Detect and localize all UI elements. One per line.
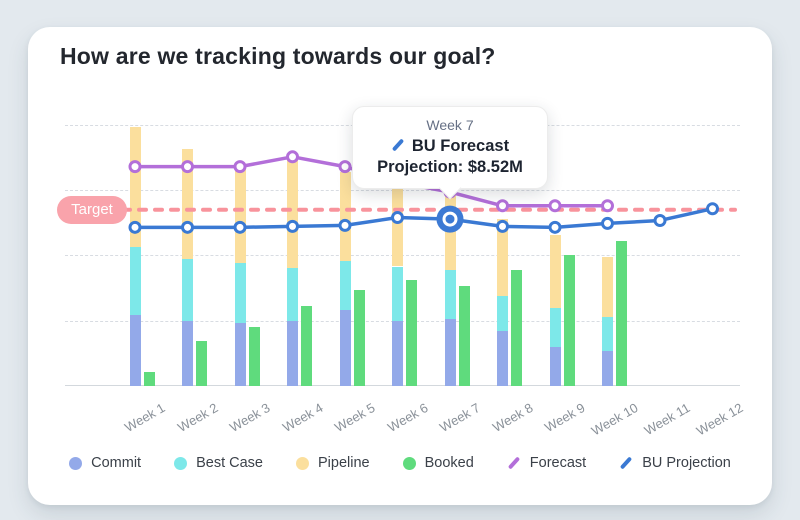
booked-legend-dot — [402, 456, 416, 470]
forecast-point[interactable] — [496, 199, 509, 213]
bu-projection-line — [135, 207, 713, 230]
bu-projection-point[interactable] — [548, 220, 562, 234]
legend-label: Pipeline — [318, 455, 370, 471]
booked-bar[interactable] — [248, 327, 260, 386]
legend-label: Commit — [91, 455, 142, 471]
bu-projection-point[interactable] — [601, 216, 614, 230]
commit-bar-segment[interactable] — [497, 331, 508, 386]
best-case-bar-segment[interactable] — [497, 295, 508, 332]
forecast-point[interactable] — [128, 160, 142, 174]
best-case-bar-segment[interactable] — [234, 262, 246, 324]
best-case-bar-segment[interactable] — [392, 266, 403, 322]
legend-item-best-case[interactable]: Best Case — [174, 455, 263, 471]
booked-bar[interactable] — [301, 305, 312, 386]
forecast-legend-slash-icon — [507, 456, 520, 470]
commit-bar-segment[interactable] — [129, 315, 141, 386]
legend-label: Forecast — [529, 455, 587, 471]
booked-bar[interactable] — [616, 241, 627, 386]
commit-bar-segment[interactable] — [602, 350, 613, 386]
commit-bar-segment[interactable] — [444, 319, 456, 386]
best-case-bar-segment[interactable] — [129, 246, 141, 316]
pipeline-bar-segment[interactable] — [602, 256, 613, 318]
bu-projection-point[interactable] — [181, 220, 194, 234]
bu-projection-point[interactable] — [706, 202, 719, 216]
booked-bar[interactable] — [406, 280, 417, 386]
pipeline-bar-segment[interactable] — [549, 235, 561, 308]
highlighted-point[interactable] — [436, 205, 464, 233]
forecast-point[interactable] — [181, 160, 194, 174]
chart-plot-area: Week 1 Week 2 Week 3 Week 4 Week 5 Week 6 Week… — [57, 100, 745, 439]
bu-projection-point[interactable] — [653, 213, 667, 227]
tooltip-value-label: Projection: $8.52M — [377, 158, 523, 176]
pipeline-legend-dot — [296, 456, 309, 470]
forecast-point[interactable] — [286, 150, 299, 164]
booked-bar[interactable] — [511, 270, 522, 386]
commit-bar-segment[interactable] — [549, 346, 561, 386]
commit-bar-segment[interactable] — [287, 321, 298, 386]
dashboard-card: How are we tracking towards our goal? We… — [28, 27, 772, 505]
forecast-point[interactable] — [233, 160, 247, 174]
pipeline-bar-segment[interactable] — [182, 148, 193, 259]
legend-label: BU Projection — [642, 455, 731, 471]
bu-projection-point[interactable] — [391, 211, 404, 225]
booked-bar[interactable] — [563, 254, 575, 386]
best-case-bar-segment[interactable] — [287, 268, 298, 322]
tooltip-week-label: Week 7 — [426, 117, 474, 133]
bu-projection-point[interactable] — [338, 218, 352, 232]
commit-bar-segment[interactable] — [182, 321, 193, 386]
best-case-bar-segment[interactable] — [602, 317, 613, 351]
pipeline-bar-segment[interactable] — [129, 127, 141, 247]
pipeline-bar-segment[interactable] — [234, 166, 246, 263]
booked-bar[interactable] — [458, 286, 470, 386]
commit-bar-segment[interactable] — [392, 321, 403, 386]
legend-item-booked[interactable]: Booked — [402, 455, 474, 471]
best-case-bar-segment[interactable] — [339, 260, 351, 310]
pipeline-bar-segment[interactable] — [497, 219, 508, 296]
commit-legend-dot — [69, 456, 83, 470]
target-badge: Target — [57, 196, 127, 224]
legend-label: Best Case — [196, 455, 263, 471]
best-case-bar-segment[interactable] — [182, 258, 193, 322]
hover-tooltip: Week 7 BU Forecast Projection: $8.52M — [352, 106, 548, 189]
best-case-bar-segment[interactable] — [549, 307, 561, 347]
forecast-point[interactable] — [601, 199, 614, 213]
pipeline-bar-segment[interactable] — [287, 154, 298, 269]
bu-projection-point[interactable] — [286, 219, 299, 233]
chart-legend: Commit Best Case Pipeline Booked Forecast BU … — [28, 455, 772, 471]
booked-bar[interactable] — [353, 290, 365, 386]
booked-bar[interactable] — [143, 372, 155, 386]
bu-projection-point[interactable] — [128, 220, 142, 234]
chart-title: How are we tracking towards our goal? — [60, 43, 496, 69]
forecast-point[interactable] — [548, 199, 562, 213]
best-case-legend-dot — [174, 456, 188, 470]
legend-item-commit[interactable]: Commit — [69, 455, 141, 471]
commit-bar-segment[interactable] — [234, 323, 246, 386]
commit-bar-segment[interactable] — [339, 309, 351, 386]
legend-label: Booked — [424, 455, 474, 471]
booked-bar[interactable] — [196, 340, 207, 386]
legend-item-bu-projection[interactable]: BU Projection — [619, 455, 731, 471]
bu-projection-point[interactable] — [496, 219, 509, 233]
forecast-point[interactable] — [338, 160, 352, 174]
lines-overlay — [121, 150, 737, 234]
tooltip-series-label: BU Forecast — [411, 137, 510, 155]
pipeline-bar-segment[interactable] — [339, 172, 351, 261]
pipeline-bar-segment[interactable] — [392, 188, 403, 267]
bu-projection-legend-slash-icon — [620, 456, 633, 470]
bu-forecast-slash-icon — [391, 138, 405, 152]
best-case-bar-segment[interactable] — [444, 270, 456, 320]
legend-item-forecast[interactable]: Forecast — [507, 455, 586, 471]
highlighted-point-ring — [442, 211, 458, 227]
legend-item-pipeline[interactable]: Pipeline — [296, 455, 370, 471]
bu-projection-point[interactable] — [233, 220, 247, 234]
